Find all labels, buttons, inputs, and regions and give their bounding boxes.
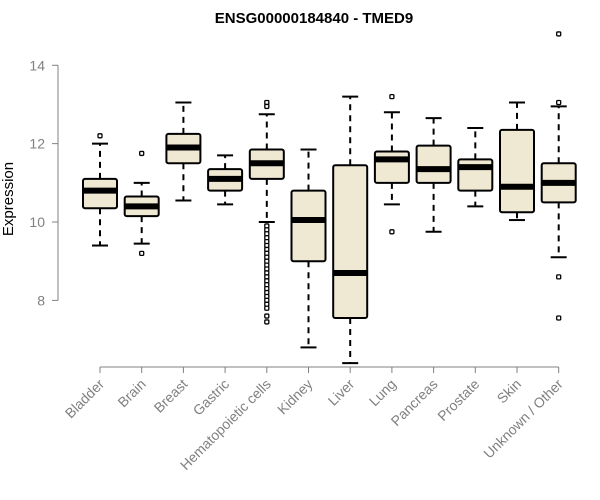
x-tick-label: Bladder (62, 376, 108, 422)
box-series (82, 31, 577, 365)
x-tick-label: Kidney (274, 376, 316, 418)
box-iqr (499, 128, 535, 214)
x-tick-label: Unknown / Other (480, 376, 566, 462)
outlier-point (264, 319, 270, 325)
box-group (457, 126, 494, 208)
box-iqr (290, 189, 327, 263)
box-group (499, 101, 535, 222)
box-group (82, 133, 118, 247)
box-group (123, 150, 160, 257)
outlier-point (556, 99, 562, 106)
y-axis: 8 10 12 14 (29, 57, 59, 308)
box-iqr (415, 144, 452, 184)
x-tick-label: Lung (366, 376, 399, 409)
x-tick-label: Skin (494, 376, 525, 407)
outlier-point (264, 305, 270, 311)
box-group (415, 117, 452, 233)
outlier-point (264, 313, 270, 319)
box-group (373, 93, 410, 235)
y-tick-label: 14 (29, 57, 45, 73)
box-group (332, 95, 369, 365)
box-iqr (457, 158, 494, 192)
x-tick-label: Prostate (434, 376, 482, 424)
outlier-point (556, 315, 562, 321)
x-tick-label: Brain (114, 376, 148, 410)
outlier-point (139, 150, 145, 157)
y-tick-label: 8 (37, 292, 45, 308)
box-group (165, 101, 202, 202)
outlier-point (264, 103, 270, 110)
box-group (207, 154, 244, 206)
y-tick-label: 12 (29, 136, 45, 152)
outlier-point (97, 133, 103, 139)
outlier-point (556, 31, 562, 37)
box-iqr (373, 150, 410, 184)
x-tick-label: Liver (325, 376, 358, 409)
outlier-point (556, 274, 562, 280)
outlier-point (139, 250, 145, 257)
box-group (540, 31, 577, 321)
box-group (248, 99, 285, 325)
box-group (290, 148, 327, 349)
outlier-point (389, 229, 395, 235)
box-iqr (332, 164, 369, 320)
y-tick-label: 10 (29, 214, 45, 230)
outlier-point (389, 93, 395, 100)
chart-title: ENSG00000184840 - TMED9 (215, 10, 413, 27)
y-axis-label: Expression (0, 162, 17, 236)
x-tick-label: Breast (151, 376, 191, 416)
